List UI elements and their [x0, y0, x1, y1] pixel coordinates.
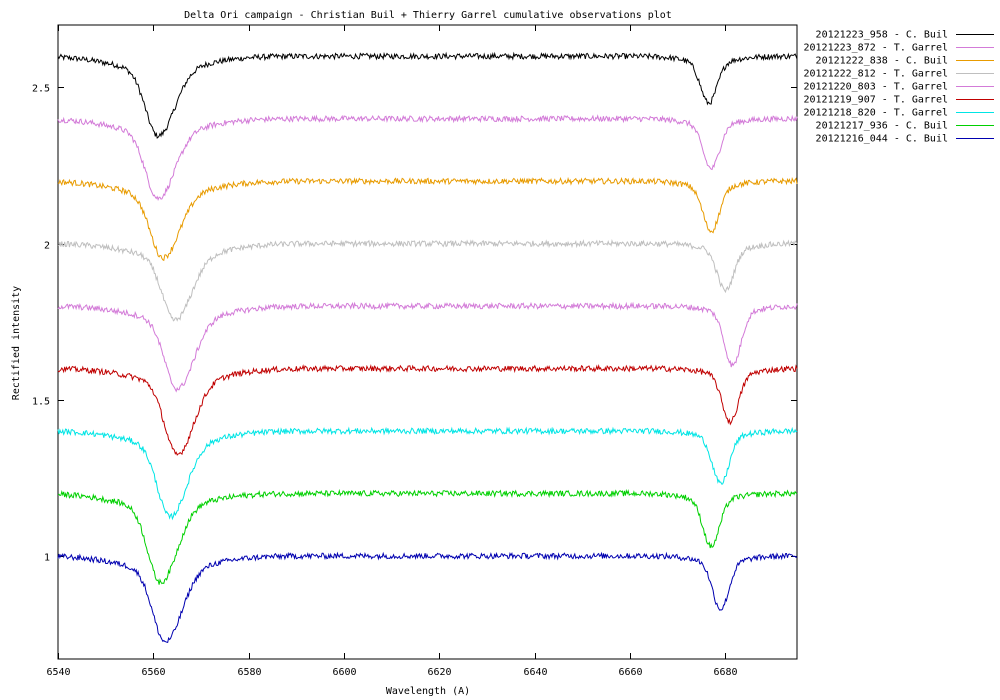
y-tick-label: 2.5	[32, 84, 50, 95]
legend-label: 20121223_872 - T. Garrel	[804, 43, 949, 54]
x-tick-label: 6580	[237, 667, 261, 678]
x-tick-label: 6600	[332, 667, 356, 678]
legend-label: 20121218_820 - T. Garrel	[804, 108, 949, 119]
series-line-9	[57, 551, 798, 644]
x-tick-label: 6620	[427, 667, 451, 678]
chart-title: Delta Ori campaign - Christian Buil + Th…	[184, 10, 672, 21]
series-line-8	[57, 488, 798, 585]
x-tick-label: 6660	[618, 667, 642, 678]
y-axis: 1 1.5 2 2.5	[32, 84, 797, 564]
plot-border	[57, 24, 798, 660]
series-line-1	[57, 51, 798, 139]
legend-label: 20121222_838 - C. Buil	[816, 56, 948, 67]
series-line-4	[57, 238, 798, 322]
legend-label: 20121217_936 - C. Buil	[816, 121, 948, 132]
x-tick-label: 6640	[523, 667, 547, 678]
y-tick-label: 1.5	[32, 397, 50, 408]
legend-label: 20121216_044 - C. Buil	[816, 134, 948, 145]
series-line-3	[57, 176, 798, 262]
x-axis: 6540 6560 6580 6600 6620 6640 6660 6680	[46, 25, 738, 678]
legend-label: 20121220_803 - T. Garrel	[804, 82, 949, 93]
x-tick-label: 6560	[141, 667, 165, 678]
series-line-7	[57, 426, 798, 521]
plot-area	[57, 24, 798, 660]
legend-label: 20121222_812 - T. Garrel	[804, 69, 949, 80]
legend-label: 20121223_958 - C. Buil	[816, 30, 948, 41]
series-line-6	[57, 364, 798, 456]
x-tick-label: 6540	[46, 667, 70, 678]
y-tick-label: 2	[44, 241, 50, 252]
legend: 20121223_958 - C. Buil 20121223_872 - T. …	[804, 30, 994, 145]
series-line-5	[57, 301, 798, 393]
y-axis-label: Rectified intensity	[11, 286, 22, 400]
x-axis-label: Wavelength (A)	[386, 686, 470, 697]
series-line-2	[57, 114, 798, 202]
legend-label: 20121219_907 - T. Garrel	[804, 95, 949, 106]
x-tick-label: 6680	[713, 667, 737, 678]
y-tick-label: 1	[44, 553, 50, 564]
series-lines	[57, 51, 798, 644]
